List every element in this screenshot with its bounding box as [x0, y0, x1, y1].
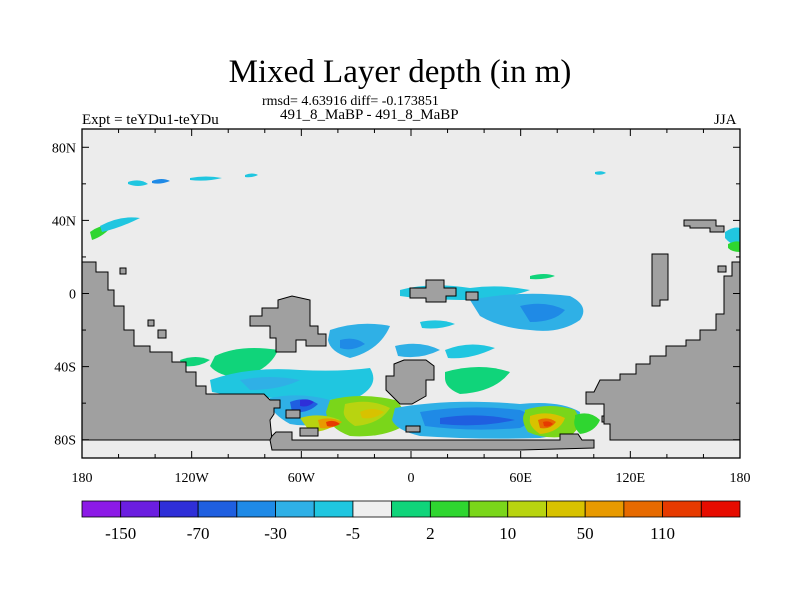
land-mask [81, 219, 741, 451]
colorbar-swatch [81, 500, 122, 518]
y-axis: 80N 40N 0 40S 80S [52, 141, 740, 449]
y-tick-label: 80S [54, 434, 76, 449]
colorbar-swatch [546, 500, 586, 518]
colorbar-label: 50 [577, 524, 594, 543]
x-tick-label: 120W [175, 471, 210, 486]
x-tick-label: 60E [509, 471, 532, 486]
anomaly-fill [90, 171, 740, 439]
colorbar-swatch [623, 500, 663, 518]
colorbar-label: 10 [499, 524, 516, 543]
colorbar-swatch [507, 500, 547, 518]
plot-title: Mixed Layer depth (in m) [228, 54, 572, 90]
colorbar-swatch [120, 500, 160, 518]
y-tick-label: 0 [69, 288, 76, 303]
rmsd-diff-stats: rmsd= 4.63916 diff= -0.173851 [262, 94, 439, 109]
colorbar: -150 -70 -30 -5 2 10 50 110 [81, 500, 741, 543]
experiment-label: Expt = teYDu1-teYDu [82, 112, 219, 128]
x-tick-label: 180 [72, 471, 93, 486]
colorbar-swatch [313, 500, 354, 518]
y-tick-label: 40N [52, 214, 76, 229]
y-tick-label: 80N [52, 141, 76, 156]
x-axis: 180 120W 60W 0 60E 120E 180 [72, 129, 751, 486]
colorbar-label: -70 [187, 524, 210, 543]
x-tick-label: 180 [730, 471, 751, 486]
colorbar-swatch [700, 500, 741, 518]
colorbar-swatch [197, 500, 238, 518]
y-tick-label: 40S [54, 361, 76, 376]
x-tick-label: 120E [616, 471, 646, 486]
colorbar-swatch [159, 500, 199, 518]
x-tick-label: 0 [408, 471, 415, 486]
experiment-subtitle: 491_8_MaBP - 491_8_MaBP [280, 107, 459, 123]
colorbar-swatch [391, 500, 431, 518]
x-tick-label: 60W [288, 471, 316, 486]
colorbar-label: -5 [346, 524, 360, 543]
colorbar-swatch [468, 500, 509, 518]
colorbar-label: 2 [426, 524, 435, 543]
colorbar-swatch [275, 500, 315, 518]
colorbar-swatch [429, 500, 470, 518]
colorbar-label: -150 [105, 524, 136, 543]
colorbar-swatch [236, 500, 276, 518]
colorbar-swatch [352, 500, 393, 518]
colorbar-label: 110 [650, 524, 675, 543]
season-label: JJA [714, 112, 737, 128]
colorbar-swatch [584, 500, 625, 518]
colorbar-label: -30 [264, 524, 287, 543]
colorbar-swatch [662, 500, 702, 518]
